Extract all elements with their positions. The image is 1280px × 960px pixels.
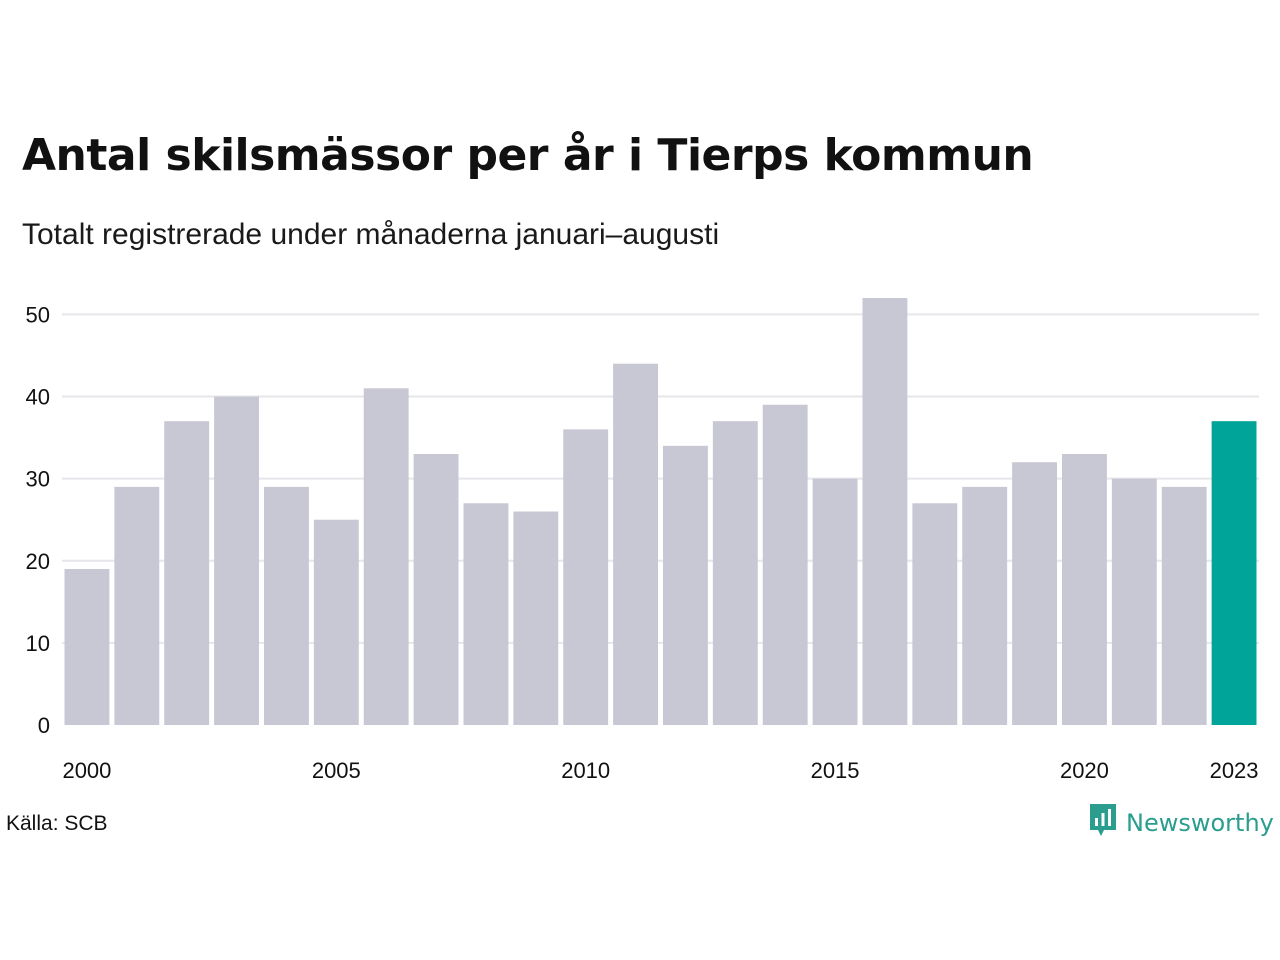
bar-2000 [64, 568, 110, 725]
bar-2019 [1012, 462, 1057, 725]
x-tick-label: 2015 [811, 758, 860, 783]
bar-2021 [1111, 478, 1157, 725]
chart-title: Antal skilsmässor per år i Tierps kommun [22, 130, 1034, 181]
bar-2012 [663, 445, 708, 725]
x-tick-label: 2005 [312, 758, 361, 783]
bar-2016 [862, 298, 908, 725]
newsworthy-logo-icon [1088, 802, 1118, 843]
bar-2011 [613, 363, 658, 725]
x-tick-label: 2010 [561, 758, 610, 783]
x-tick-label: 2000 [62, 758, 111, 783]
bar-2014 [762, 404, 808, 725]
bar-2013 [712, 421, 758, 725]
x-tick-label: 2020 [1060, 758, 1109, 783]
bar-2023 [1211, 421, 1257, 725]
bar-2003 [214, 396, 259, 725]
bar-2008 [463, 503, 509, 725]
bar-2002 [164, 421, 210, 725]
bar-2020 [1062, 454, 1107, 725]
x-tick-label: 2023 [1210, 758, 1259, 783]
y-tick-label: 10 [26, 631, 50, 656]
chart-subtitle: Totalt registrerade under månaderna janu… [22, 218, 720, 251]
bar-2007 [413, 454, 459, 725]
y-tick-label: 40 [26, 385, 50, 410]
bar-2022 [1161, 486, 1207, 725]
bar-2005 [313, 519, 359, 725]
bar-2004 [264, 486, 309, 725]
bar-2017 [912, 503, 958, 725]
bar-chart: 0 10 20 30 40 50 2000 2005 2010 2015 2020 2023 [26, 298, 1259, 783]
y-tick-label: 30 [26, 467, 50, 492]
source-note: Källa: SCB [6, 812, 108, 835]
y-tick-label: 50 [26, 302, 50, 327]
bar-2018 [962, 486, 1008, 725]
bar-2015 [812, 478, 858, 725]
bar-2010 [563, 429, 609, 725]
brand-logo: Newsworthy [1088, 802, 1274, 843]
y-tick-label: 0 [38, 713, 50, 738]
bar-2009 [513, 511, 559, 725]
bar-2001 [114, 486, 160, 725]
bar-2006 [363, 388, 409, 725]
brand-name: Newsworthy [1126, 808, 1274, 837]
y-tick-label: 20 [26, 549, 50, 574]
